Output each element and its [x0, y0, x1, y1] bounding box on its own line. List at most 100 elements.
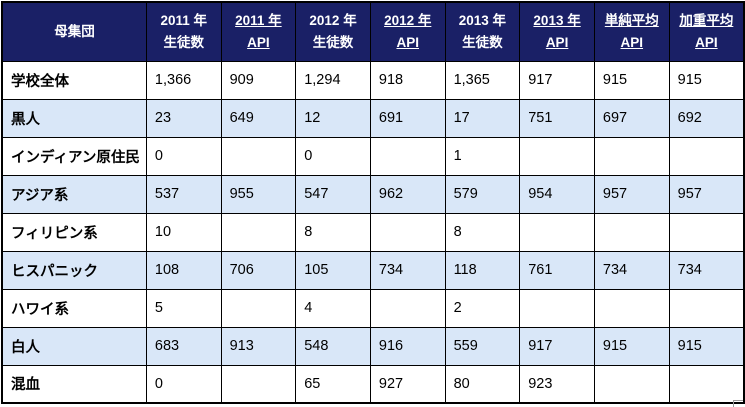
cell-value: 80 — [444, 364, 521, 404]
cell-value: 559 — [444, 326, 521, 366]
cell-value: 547 — [295, 174, 371, 214]
header-line-1: 2011 年 — [160, 12, 207, 28]
table-row: インディアン原住民 0 0 1 — [1, 136, 745, 176]
table-row: 白人 683 913 548 916 559 917 915 915 — [1, 326, 745, 366]
cell-value: 734 — [369, 250, 446, 290]
table-row: ハワイ系 5 4 2 — [1, 288, 745, 328]
header-line-1: 加重平均 — [679, 12, 734, 28]
header-line-1: 母集団 — [54, 23, 95, 39]
cell-value: 17 — [444, 98, 521, 138]
cell-value — [593, 136, 670, 176]
column-header-population: 母集団 — [1, 1, 147, 62]
row-label: フィリピン系 — [1, 212, 147, 252]
header-line-2: 生徒数 — [312, 34, 354, 50]
cell-value: 649 — [220, 98, 297, 138]
header-line-2: 生徒数 — [462, 34, 503, 50]
row-label: ヒスパニック — [1, 250, 147, 290]
cell-value — [593, 288, 670, 328]
header-line-2: API — [695, 34, 718, 50]
cell-value: 118 — [444, 250, 521, 290]
cell-value: 915 — [668, 326, 745, 366]
row-label: ハワイ系 — [1, 288, 147, 328]
cell-value — [519, 288, 595, 328]
cell-value: 4 — [295, 288, 371, 328]
cell-value: 1 — [444, 136, 521, 176]
cell-value: 537 — [145, 174, 222, 214]
cell-value: 65 — [295, 364, 371, 404]
table-body: 学校全体 1,366 909 1,294 918 1,365 917 915 915 黒人 23 64… — [1, 60, 745, 404]
header-line-2: API — [620, 34, 644, 50]
cell-value: 0 — [145, 136, 222, 176]
table-row: ヒスパニック 108 706 105 734 118 761 734 734 — [1, 250, 745, 290]
cell-value: 548 — [295, 326, 371, 366]
column-header-1: 2011 年生徒数 — [145, 1, 222, 62]
header-line-2: API — [396, 34, 419, 50]
cell-value: 957 — [593, 174, 670, 214]
cell-value: 927 — [369, 364, 446, 404]
cell-value — [668, 364, 745, 404]
header-line-1: 2011 年 — [235, 12, 282, 28]
column-header-4[interactable]: 2012 年 API — [369, 1, 446, 62]
cell-value — [369, 212, 446, 252]
cell-value: 916 — [369, 326, 446, 366]
cell-value: 915 — [593, 60, 670, 100]
cell-value: 957 — [668, 174, 745, 214]
header-line-2: 生徒数 — [163, 34, 204, 50]
cell-value: 5 — [145, 288, 222, 328]
column-header-3: 2012 年生徒数 — [295, 1, 371, 62]
cell-value — [668, 136, 745, 176]
cell-value: 917 — [519, 326, 595, 366]
row-label: インディアン原住民 — [1, 136, 147, 176]
column-header-6[interactable]: 2013 年 API — [519, 1, 595, 62]
table-header: 母集団 2011 年生徒数 2011 年 API 2012 年生徒数 2012 年 API 2… — [1, 1, 745, 62]
row-label: 黒人 — [1, 98, 147, 138]
cell-value — [668, 212, 745, 252]
header-line-1: 2012 年 — [309, 12, 357, 28]
cell-value — [220, 364, 297, 404]
cell-value: 23 — [145, 98, 222, 138]
cell-value — [593, 364, 670, 404]
cell-value — [220, 136, 297, 176]
cell-value — [220, 212, 297, 252]
cell-value: 579 — [444, 174, 521, 214]
header-line-2: API — [247, 34, 270, 50]
cell-value — [369, 136, 446, 176]
cell-value — [519, 212, 595, 252]
cell-value: 761 — [519, 250, 595, 290]
table-row: アジア系 537 955 547 962 579 954 957 957 — [1, 174, 745, 214]
header-line-1: 2013 年 — [533, 12, 581, 28]
cell-value: 2 — [444, 288, 521, 328]
table-row: フィリピン系 10 8 8 — [1, 212, 745, 252]
column-header-2[interactable]: 2011 年 API — [220, 1, 297, 62]
cell-value: 915 — [593, 326, 670, 366]
cell-value: 706 — [220, 250, 297, 290]
cell-value: 12 — [295, 98, 371, 138]
cell-value: 918 — [369, 60, 446, 100]
table-row: 混血 0 65 927 80 923 — [1, 364, 745, 404]
cell-value — [369, 288, 446, 328]
cell-value: 913 — [220, 326, 297, 366]
cell-value: 8 — [444, 212, 521, 252]
column-header-7[interactable]: 単純平均 API — [593, 1, 670, 62]
cell-value: 0 — [145, 364, 222, 404]
cell-value: 909 — [220, 60, 297, 100]
cell-value: 954 — [519, 174, 595, 214]
header-line-1: 単純平均 — [604, 12, 659, 28]
cell-value: 734 — [668, 250, 745, 290]
table-row: 学校全体 1,366 909 1,294 918 1,365 917 915 915 — [1, 60, 745, 100]
cell-value: 923 — [519, 364, 595, 404]
cell-value: 917 — [519, 60, 595, 100]
cell-value: 10 — [145, 212, 222, 252]
column-header-8[interactable]: 加重平均 API — [668, 1, 745, 62]
cell-value: 108 — [145, 250, 222, 290]
header-line-1: 2013 年 — [458, 12, 507, 28]
cell-value: 955 — [220, 174, 297, 214]
column-header-5: 2013 年生徒数 — [444, 1, 521, 62]
cell-value: 1,365 — [444, 60, 521, 100]
cell-value: 915 — [668, 60, 745, 100]
cell-value: 683 — [145, 326, 222, 366]
row-label: 白人 — [1, 326, 147, 366]
header-row: 母集団 2011 年生徒数 2011 年 API 2012 年生徒数 2012 年 API 2… — [1, 1, 745, 62]
cell-value: 1,294 — [295, 60, 371, 100]
cell-value: 1,366 — [145, 60, 222, 100]
